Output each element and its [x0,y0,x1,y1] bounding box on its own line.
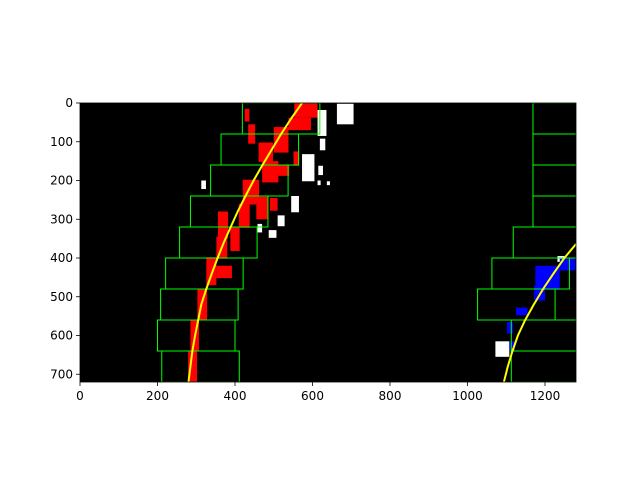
left-lane-blob-5 [258,142,273,162]
noise-blob-2 [319,138,326,151]
plot-area [80,103,576,382]
noise-blob-4 [318,165,323,176]
right-lane-blob-0 [559,258,576,271]
search-window-8 [161,350,240,382]
left-lane-blob-14 [230,227,240,252]
y-tick-label-200: 200 [50,174,73,188]
noise-blob-3 [302,154,315,182]
left-lane-blob-6 [293,151,300,166]
left-lane-blob-20 [188,351,198,382]
noise-blob-8 [277,215,285,227]
left-lane-blob-8 [277,165,290,176]
y-axis: 0 100 200 300 400 500 600 700 [50,96,80,381]
noise-blob-9 [257,223,263,233]
x-tick-label-400: 400 [224,389,247,403]
y-tick-label-600: 600 [50,329,73,343]
left-lane-blob-16 [206,257,217,286]
left-lane-blob-4 [273,127,289,153]
right-lane-blob-3 [515,307,528,316]
left-lane-blob-12 [238,203,250,228]
noise-blob-7 [291,196,299,213]
y-tick-label-300: 300 [50,212,73,226]
y-tick-label-400: 400 [50,251,73,265]
left-lane-blob-10 [256,196,268,220]
noise-blob-0 [336,103,354,125]
left-lane-blob-17 [216,265,232,279]
noise-blob-1 [317,109,327,136]
noise-pixels [201,103,565,357]
left-fit-line [187,103,303,382]
x-tick-label-200: 200 [146,389,169,403]
y-tick-label-0: 0 [65,96,73,110]
x-tick-label-800: 800 [379,389,402,403]
left-lane-blob-1 [288,117,311,131]
left-lane-blob-11 [269,197,278,211]
x-tick-label-600: 600 [301,389,324,403]
noise-blob-11 [201,180,206,190]
plot-frame [79,102,577,383]
left-lane-blob-2 [244,108,250,122]
right-lane-blob-4 [507,321,513,334]
y-tick-label-700: 700 [50,367,73,381]
noise-blob-6 [326,181,330,186]
x-tick-label-0: 0 [76,389,84,403]
noise-blob-12 [495,341,510,357]
search-window-17 [510,350,576,382]
right-lane-blob-5 [509,341,515,351]
x-tick-label-1200: 1200 [530,389,561,403]
left-lane-blob-13 [217,211,229,239]
left-lane-blob-9 [242,179,260,205]
noise-blob-5 [317,180,321,186]
x-axis: 0 200 400 600 800 1000 1200 [76,382,560,403]
y-tick-label-500: 500 [50,290,73,304]
right-fit-line [502,243,576,382]
polynomial-fits [187,103,576,382]
x-tick-label-1000: 1000 [452,389,483,403]
y-tick-label-100: 100 [50,135,73,149]
left-lane-blob-7 [262,161,279,183]
noise-blob-10 [268,230,277,238]
